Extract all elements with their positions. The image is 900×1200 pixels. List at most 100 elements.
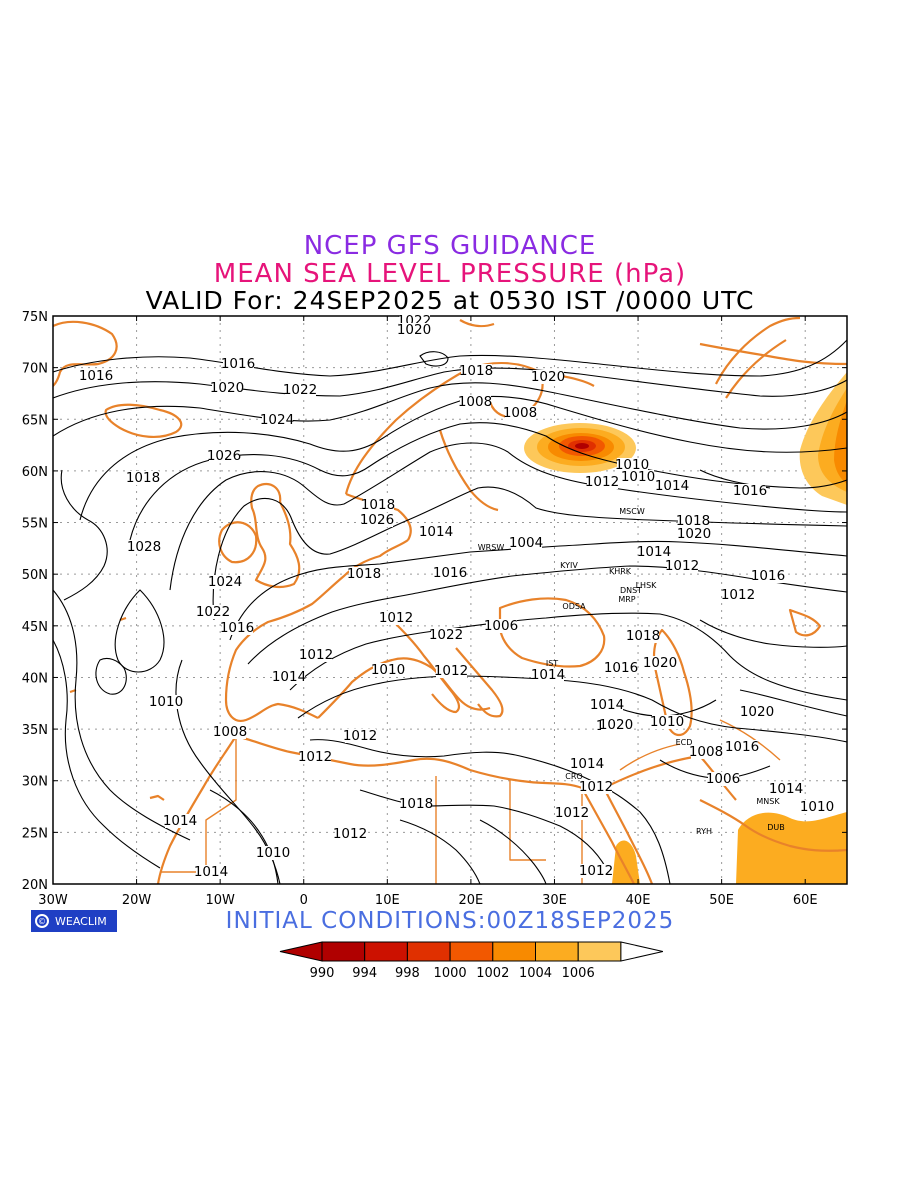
isobar-label: 1018	[399, 796, 433, 812]
isobar-label: 1016	[433, 565, 467, 581]
isobar-label: 1012	[555, 805, 589, 821]
isobar-label-bg	[623, 470, 654, 484]
isobar-label: 1004	[509, 535, 543, 551]
legend-label: 1002	[476, 966, 509, 981]
isobar-label: 1010	[371, 662, 405, 678]
city-label: MNSK	[756, 797, 780, 806]
isobar-label: 1014	[194, 864, 228, 880]
isobar-label: 1018	[126, 470, 160, 486]
isobar-label-bg	[262, 413, 293, 427]
low-pressure-shading-east	[799, 372, 847, 505]
isobar-label-bg	[461, 364, 492, 378]
cyclone-core-shading	[524, 423, 636, 473]
isobar-label-bg	[645, 656, 676, 670]
isobar-label-bg	[300, 750, 331, 764]
isobar-label: 1014	[637, 544, 671, 560]
city-label: KHRK	[609, 567, 632, 576]
city-label: LHSK	[636, 581, 658, 590]
isobar-label: 1020	[677, 526, 711, 542]
isobar-label: 1024	[208, 574, 242, 590]
city-label: ODSA	[562, 602, 586, 611]
city-label: RYH	[696, 827, 712, 836]
isobar-label-bg	[505, 406, 536, 420]
title-guidance: NCEP GFS GUIDANCE	[303, 231, 597, 261]
isobar-label-bg	[678, 514, 709, 528]
isobar-label: 1012	[579, 779, 613, 795]
weaclim-logo: © WEACLIM	[31, 910, 117, 932]
isobar-label: 1018	[676, 513, 710, 529]
isobar-label-bg	[212, 381, 243, 395]
isobar-label: 1020	[397, 322, 431, 338]
isobar-label: 1026	[360, 512, 394, 528]
lat-label: 20N	[22, 878, 48, 893]
isobar-label: 1016	[733, 483, 767, 499]
isobar-label-bg	[735, 484, 766, 498]
city-label: MSCW	[619, 507, 645, 516]
isobar-label-bg	[349, 567, 380, 581]
legend-arrow-high	[620, 941, 664, 962]
isobar-label-bg	[285, 383, 316, 397]
isobar-label: 1006	[706, 771, 740, 787]
isobar-label: 1020	[210, 380, 244, 396]
isobar-label-bg	[753, 569, 784, 583]
lat-label: 45N	[22, 620, 48, 635]
isobar-label: 1014	[590, 697, 624, 713]
isobar-label: 1022	[429, 627, 463, 643]
isobar-label-bg	[301, 648, 332, 662]
legend-swatch	[364, 941, 408, 962]
map-frame	[52, 315, 848, 885]
lat-label: 35N	[22, 723, 48, 738]
legend-label: 990	[310, 966, 335, 981]
isobar-label-bg	[421, 525, 452, 539]
isobar-label: 1014	[531, 667, 565, 683]
lon-label: 30E	[542, 893, 567, 908]
legend-swatch	[535, 941, 579, 962]
isobar-label-bg	[362, 513, 393, 527]
isobar-label-bg	[667, 559, 698, 573]
isobar-label-bg	[601, 718, 632, 732]
isobar-label-bg	[209, 449, 240, 463]
isobar-label-bg	[381, 611, 412, 625]
isobar-label: 1012	[665, 558, 699, 574]
legend-label: 1006	[562, 966, 595, 981]
isobar-label: 1012	[333, 826, 367, 842]
isobar-label-bg	[771, 782, 802, 796]
coastlines	[53, 316, 847, 884]
isobar-label: 1010	[615, 457, 649, 473]
isobar-label-bg	[486, 619, 517, 633]
city-label: IST	[546, 659, 558, 668]
isobar-label: 1018	[459, 363, 493, 379]
title-parameter: MEAN SEA LEVEL PRESSURE (hPa)	[213, 259, 687, 289]
pressure-legend: 990 994 998 1000 1002 1004 1006	[279, 941, 664, 981]
isobar-label: 1020	[599, 717, 633, 733]
isobar-label: 1008	[503, 405, 537, 421]
isobar-label-bg	[460, 395, 491, 409]
city-label: ECD	[676, 738, 693, 747]
isobar-label-bg	[435, 566, 466, 580]
legend-swatch	[321, 941, 366, 962]
isobar-label: 1010	[149, 694, 183, 710]
isobar-label: 1016	[604, 660, 638, 676]
lon-label: 0	[300, 893, 308, 908]
title-valid-time: VALID For: 24SEP2025 at 0530 IST /0000 U…	[145, 286, 755, 315]
isobar-label-bg	[587, 475, 618, 489]
city-label: MRP	[618, 595, 635, 604]
isobar-label-bg	[708, 772, 739, 786]
latitude-axis: 75N 70N 65N 60N 55N 50N 45N 40N 35N 30N 25N 20N	[22, 310, 847, 893]
logo-text: WEACLIM	[55, 914, 107, 928]
isobar-label: 1014	[163, 813, 197, 829]
isobar-label: 1008	[689, 744, 723, 760]
isobar-label-bg	[399, 323, 430, 337]
isobar-label: 1012	[434, 663, 468, 679]
isobar-label: 1010	[650, 714, 684, 730]
isobar-label: 1016	[751, 568, 785, 584]
isobar-label-bg	[363, 498, 394, 512]
city-label: KYIV	[560, 561, 578, 570]
isobar-label-bg	[401, 797, 432, 811]
isobar-label: 1016	[79, 368, 113, 384]
isobar-label-bg	[335, 827, 366, 841]
legend-label: 1004	[519, 966, 552, 981]
isobar-label: 1012	[299, 647, 333, 663]
isobar-label-bg	[533, 370, 564, 384]
